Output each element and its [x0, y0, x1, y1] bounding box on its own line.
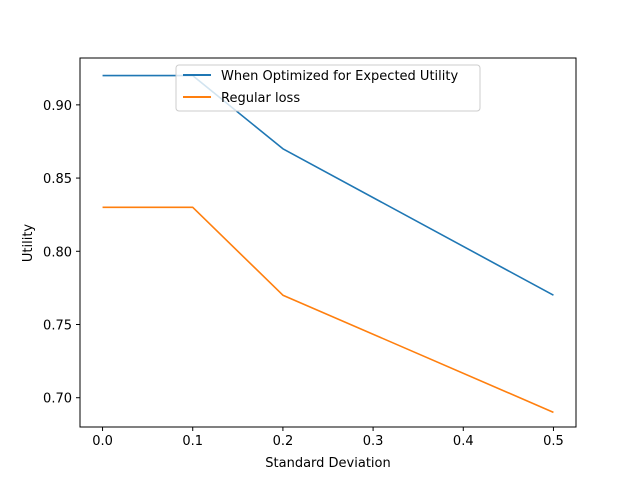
legend-label-expected-utility: When Optimized for Expected Utility [221, 69, 458, 84]
x-tick-label: 0.5 [543, 434, 564, 449]
x-tick-label: 0.0 [92, 434, 113, 449]
y-axis: 0.70 0.75 0.80 0.85 0.90 [43, 99, 80, 407]
x-tick-label: 0.2 [273, 434, 294, 449]
legend: When Optimized for Expected Utility Regu… [175, 64, 481, 112]
legend-box [175, 64, 481, 112]
series-lines [102, 74, 554, 414]
x-axis: 0.0 0.1 0.2 0.3 0.4 0.5 [92, 427, 564, 449]
y-tick-label: 0.75 [43, 319, 72, 334]
series-line-expected-utility [102, 74, 554, 296]
x-tick-label: 0.3 [363, 434, 384, 449]
legend-label-regular-loss: Regular loss [221, 91, 300, 106]
series-line-regular-loss [102, 206, 554, 414]
y-tick-label: 0.90 [43, 99, 72, 114]
x-tick-label: 0.4 [453, 434, 474, 449]
y-tick-label: 0.70 [43, 392, 72, 407]
x-axis-label: Standard Deviation [265, 456, 390, 471]
y-axis-label: Utility [21, 224, 36, 263]
y-tick-label: 0.85 [43, 172, 72, 187]
x-tick-label: 0.1 [182, 434, 203, 449]
y-tick-label: 0.80 [43, 245, 72, 260]
plot-frame [79, 57, 577, 428]
